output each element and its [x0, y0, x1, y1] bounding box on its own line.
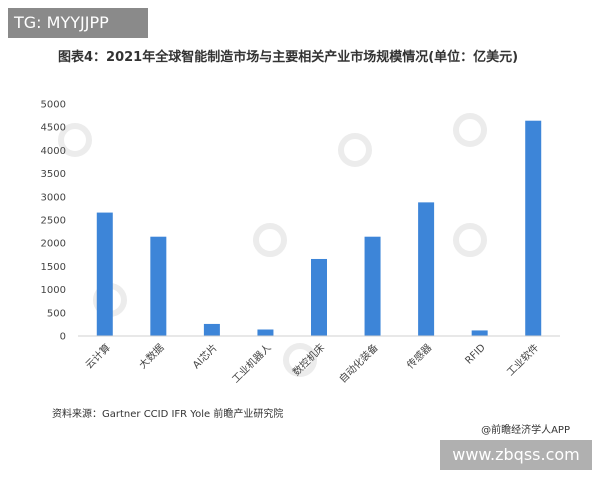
y-tick-label-1: 500 [47, 308, 66, 319]
bar-0 [96, 212, 113, 336]
x-tick-label-6: 传感器 [404, 341, 434, 371]
y-tick-label-0: 0 [60, 332, 66, 343]
x-tick-label-2: AI芯片 [190, 341, 220, 371]
bar-8 [525, 120, 542, 336]
x-tick-label-7: RFID [463, 342, 488, 367]
bar-5 [364, 236, 381, 336]
y-tick-label-6: 3000 [41, 192, 66, 203]
x-axis: 云计算 大数据 AI芯片 工业机器人 数控机床 自动化装备 传感器 RFID 工业软件 [78, 335, 560, 386]
bar-3 [257, 329, 274, 336]
site-badge: www.zbqss.com [440, 440, 592, 470]
y-tick-label-9: 4500 [41, 123, 66, 134]
watermark-logo-3 [253, 223, 287, 257]
y-tick-label-3: 1500 [41, 262, 66, 273]
x-tick-label-3: 工业机器人 [229, 341, 274, 386]
brand-label: @前瞻经济学人APP [481, 425, 570, 436]
x-tick-label-0: 云计算 [82, 341, 112, 371]
watermark-logo-6 [283, 343, 317, 377]
y-tick-label-4: 2000 [41, 239, 66, 250]
y-tick-label-5: 2500 [41, 216, 66, 227]
source-note: 资料来源：Gartner CCID IFR Yole 前瞻产业研究院 [52, 409, 284, 420]
header-tag: TG: MYYJJPP [8, 8, 148, 38]
watermark-logo-1 [338, 133, 372, 167]
y-tick-label-2: 1000 [41, 285, 66, 296]
bars [96, 120, 542, 336]
bar-7 [471, 330, 488, 336]
y-tick-label-8: 4000 [41, 146, 66, 157]
bar-1 [150, 236, 167, 336]
y-tick-label-7: 3500 [41, 169, 66, 180]
y-tick-label-10: 5000 [41, 100, 66, 111]
y-axis: 0 500 1000 1500 2000 2500 3000 3500 4000 4500 5000 [41, 100, 66, 343]
watermark-logo-0 [58, 123, 92, 157]
x-tick-label-5: 自动化装备 [336, 341, 381, 386]
chart-title: 图表4：2021年全球智能制造市场与主要相关产业市场规模情况(单位：亿美元) [58, 50, 519, 65]
watermark-logo-5 [453, 113, 487, 147]
bar-6 [418, 202, 435, 336]
watermark-logo-4 [453, 223, 487, 257]
x-tick-label-8: 工业软件 [504, 341, 541, 378]
x-tick-label-1: 大数据 [136, 341, 166, 371]
bar-2 [203, 323, 220, 336]
bar-4 [311, 258, 327, 336]
